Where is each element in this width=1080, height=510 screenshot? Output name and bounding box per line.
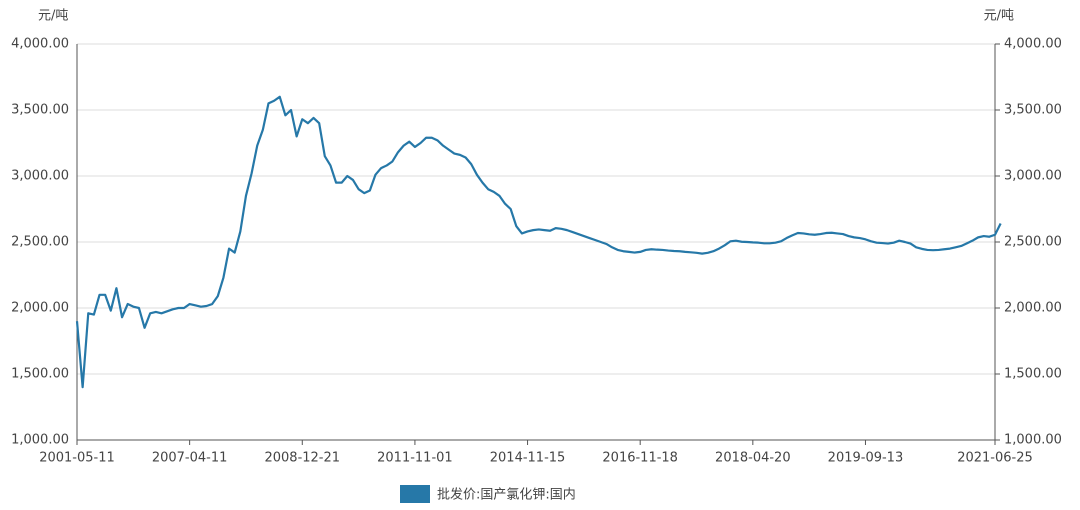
y-tick-label: 1,000.00 (11, 433, 69, 448)
legend-label: 批发价:国产氯化钾:国内 (437, 487, 576, 503)
x-tick-label: 2008-12-21 (264, 451, 340, 466)
y-tick-label: 1,500.00 (11, 367, 69, 382)
y2-tick-label: 3,000.00 (1004, 169, 1062, 184)
x-tick-label: 2011-11-01 (377, 451, 453, 466)
x-tick-label: 2018-04-20 (715, 451, 791, 466)
y2-tick-label: 1,000.00 (1004, 433, 1062, 448)
y-unit: 元/吨 (38, 9, 68, 24)
x-tick-label: 2021-06-25 (957, 451, 1033, 466)
y2-tick-label: 2,000.00 (1004, 301, 1062, 316)
x-tick-label: 2001-05-11 (39, 451, 115, 466)
y2-tick-label: 2,500.00 (1004, 235, 1062, 250)
y2-unit: 元/吨 (984, 9, 1014, 24)
y-tick-label: 4,000.00 (11, 37, 69, 52)
y-tick-label: 3,000.00 (11, 169, 69, 184)
x-tick-label: 2014-11-15 (490, 451, 566, 466)
x-tick-label: 2007-04-11 (152, 451, 228, 466)
y-tick-label: 2,000.00 (11, 301, 69, 316)
x-tick-label: 2019-09-13 (828, 451, 904, 466)
x-tick-label: 2016-11-18 (602, 451, 678, 466)
y-tick-label: 3,500.00 (11, 103, 69, 118)
y-tick-label: 2,500.00 (11, 235, 69, 250)
data-line (75, 95, 1002, 389)
legend-swatch (400, 485, 430, 503)
y2-tick-label: 3,500.00 (1004, 103, 1062, 118)
y2-tick-label: 1,500.00 (1004, 367, 1062, 382)
y2-tick-label: 4,000.00 (1004, 37, 1062, 52)
